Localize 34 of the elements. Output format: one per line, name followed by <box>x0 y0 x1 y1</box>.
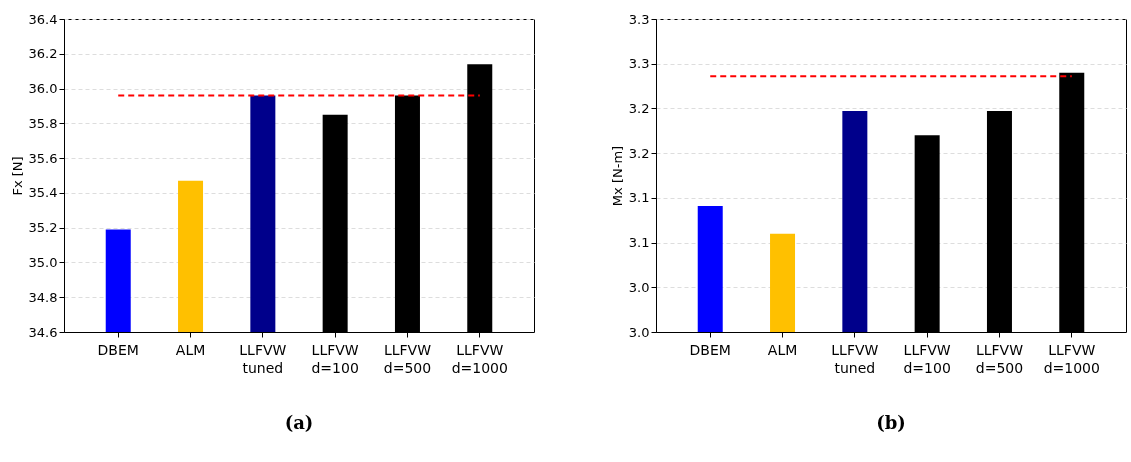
x-tick-label: LLFVW d=500 <box>975 341 1024 376</box>
x-tick-label: ALM <box>175 341 206 358</box>
y-tick-label: 34.8 <box>28 289 58 305</box>
y-tick-label: 35.4 <box>28 185 58 201</box>
y-tick-label: 3.1 <box>628 190 650 206</box>
x-tick-label: ALM <box>767 341 798 358</box>
x-tick-label: LLFVW tuned <box>831 341 879 376</box>
y-tick-label: 3.2 <box>628 145 650 161</box>
x-tick-label: LLFVW d=1000 <box>1043 341 1100 376</box>
y-tick-label: 3.3 <box>628 56 650 72</box>
y-tick-label: 36.0 <box>28 81 58 97</box>
y-axis-title: Mx [N-m] <box>609 145 625 207</box>
y-tick-label: 35.0 <box>28 254 58 270</box>
y-tick-label: 35.2 <box>28 220 58 236</box>
y-tick-label: 3.2 <box>628 100 650 116</box>
x-tick-label: LLFVW d=1000 <box>451 341 508 376</box>
text: (b) <box>876 412 906 433</box>
x-tick-label: LLFVW d=500 <box>383 341 432 376</box>
y-axis-title: Fx [N] <box>9 156 25 196</box>
y-tick-label: 3.0 <box>628 279 650 295</box>
y-tick-label: 36.2 <box>28 46 58 62</box>
y-tick-label: 36.4 <box>28 11 58 27</box>
y-tick-label: 3.0 <box>628 324 650 340</box>
x-tick-label: LLFVW tuned <box>239 341 287 376</box>
x-tick-label: LLFVW d=100 <box>903 341 951 376</box>
y-tick-label: 3.1 <box>628 235 650 251</box>
x-tick-label: DBEM <box>689 341 731 358</box>
y-tick-label: 35.8 <box>28 115 58 131</box>
y-tick-label: 35.6 <box>28 150 58 166</box>
x-tick-label: DBEM <box>97 341 139 358</box>
text: (a) <box>284 412 314 433</box>
y-tick-label: 34.6 <box>28 324 58 340</box>
y-tick-label: 3.3 <box>628 11 650 27</box>
x-tick-label: LLFVW d=100 <box>311 341 359 376</box>
